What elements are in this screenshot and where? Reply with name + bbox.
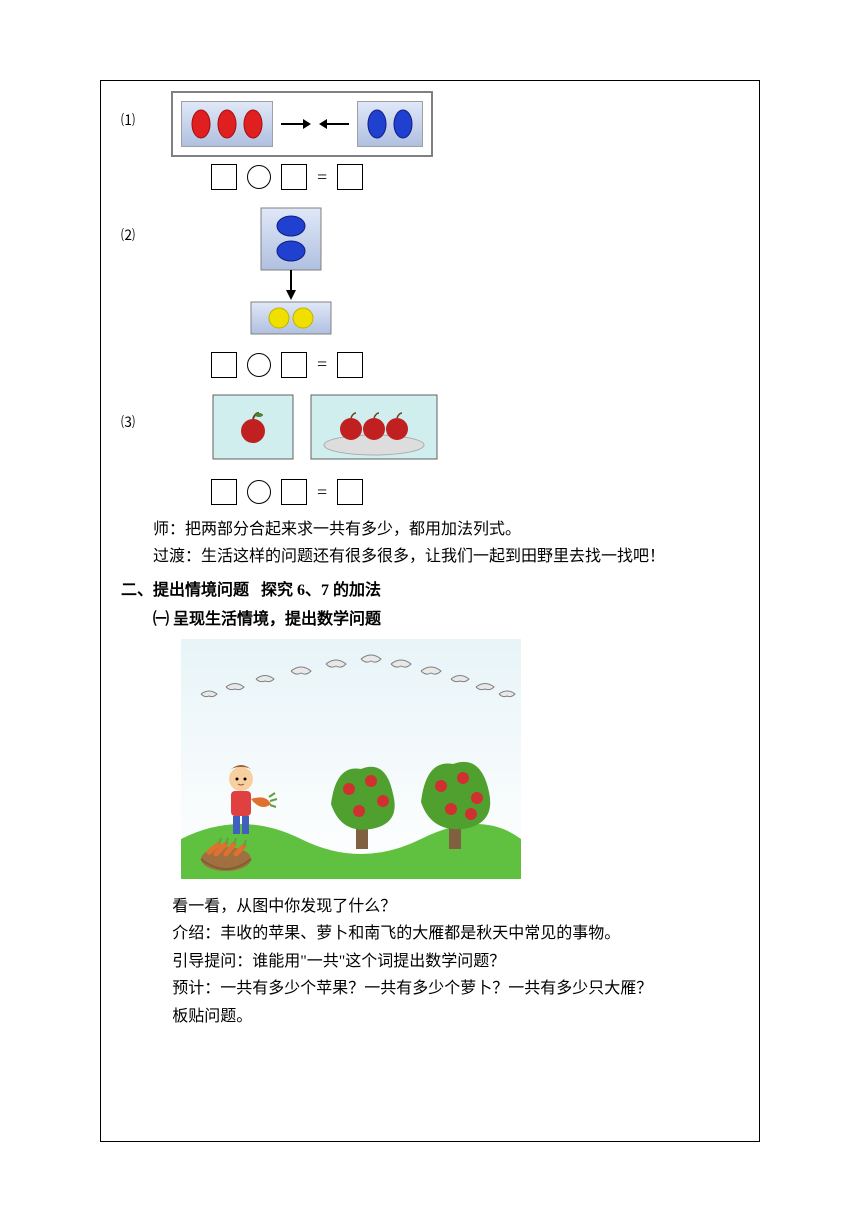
p1-right-group [357,101,423,147]
problem-2-equation: = [211,350,739,379]
section-2-heading: 二、提出情境问题 探究 6、7 的加法 [121,578,739,604]
equation-operator-circle [247,165,271,189]
predict-line: 预计：一共有多少个苹果？一共有多少个萝卜？一共有多少只大雁？ [121,976,739,1002]
guide-line: 引导提问：谁能用"一共"这个词提出数学问题？ [121,949,739,975]
section-2-title-a: 提出情境问题 [153,582,249,599]
problem-1-diagram [171,91,433,157]
intro-line: 介绍：丰收的苹果、萝卜和南飞的大雁都是秋天中常见的事物。 [121,921,739,947]
equation-operand-box [281,352,307,378]
problem-3-equation: = [211,478,739,507]
section-2-label: 二、 [121,582,153,599]
problem-1-number: ⑴ [121,91,151,133]
arrow-right-icon [281,114,311,134]
problem-2-diagram [241,206,341,345]
transition-line: 过渡：生活这样的问题还有很多很多，让我们一起到田野里去找一找吧！ [121,544,739,570]
equation-operand-box [211,479,237,505]
equation-result-box [337,352,363,378]
look-line: 看一看，从图中你发现了什么？ [121,894,739,920]
p1-left-group [181,101,273,147]
problem-2-number: ⑵ [121,206,151,248]
teacher-line: 师：把两部分合起来求一共有多少，都用加法列式。 [121,517,739,543]
problem-2-row: ⑵ [121,206,739,345]
subsection-1-label: ㈠ [153,611,169,628]
equals-sign: = [317,163,327,192]
subsection-1-title: 呈现生活情境，提出数学问题 [173,611,381,628]
equals-sign: = [317,478,327,507]
problem-1-row: ⑴ [121,91,739,157]
equation-operator-circle [247,480,271,504]
equation-result-box [337,479,363,505]
problem-3-diagram [211,393,441,472]
section-2-title-b: 探究 6、7 的加法 [261,582,381,599]
subsection-1-heading: ㈠ 呈现生活情境，提出数学问题 [121,607,739,633]
problem-3-number: ⑶ [121,393,151,435]
problem-3-row: ⑶ [121,393,739,472]
page-content-frame: ⑴ = ⑵ [100,80,760,1142]
equation-operand-box [211,352,237,378]
autumn-scene-illustration [181,639,739,888]
equation-operand-box [281,164,307,190]
equation-operator-circle [247,353,271,377]
problem-1-equation: = [211,163,739,192]
arrow-left-icon [319,114,349,134]
board-line: 板贴问题。 [121,1004,739,1030]
equation-operand-box [281,479,307,505]
equation-result-box [337,164,363,190]
equals-sign: = [317,350,327,379]
equation-operand-box [211,164,237,190]
